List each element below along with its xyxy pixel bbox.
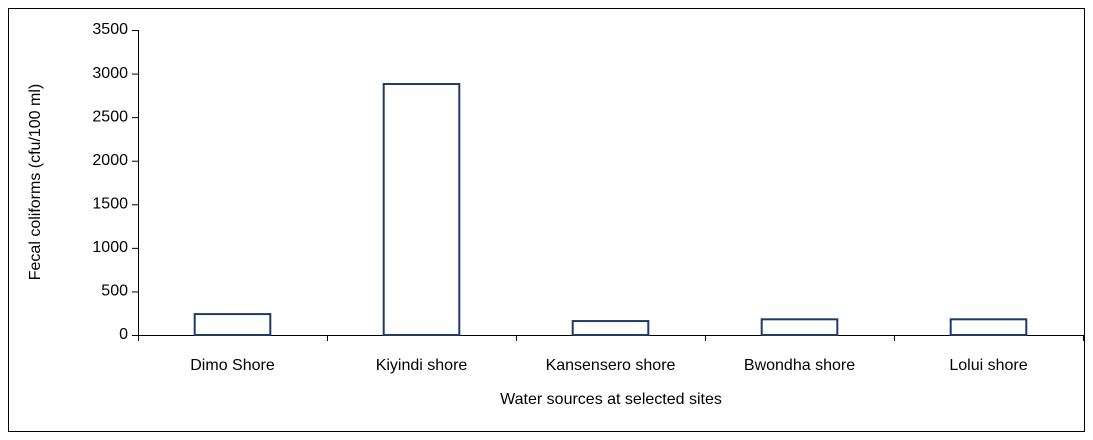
y-tick-label: 0	[119, 326, 128, 343]
y-axis-title: Fecal coliforms (cfu/100 ml)	[27, 84, 44, 281]
bar	[949, 318, 1028, 337]
x-axis-title: Water sources at selected sites	[500, 391, 722, 408]
x-tick-label: Dimo Shore	[190, 357, 275, 374]
bar	[382, 83, 461, 337]
chart-border	[8, 8, 1085, 432]
bar	[193, 313, 272, 337]
y-tick-label: 3500	[92, 21, 128, 38]
y-tick-label: 500	[101, 283, 128, 300]
x-tick-label: Kansensero shore	[546, 357, 676, 374]
y-tick-label: 2500	[92, 108, 128, 125]
y-tick-label: 1500	[92, 196, 128, 213]
bar	[571, 320, 650, 336]
y-tick-label: 3000	[92, 65, 128, 82]
bar	[760, 318, 839, 337]
x-tick-label: Lolui shore	[949, 357, 1027, 374]
x-tick-label: Bwondha shore	[744, 357, 855, 374]
x-tick-label: Kiyindi shore	[376, 357, 468, 374]
y-tick-label: 2000	[92, 152, 128, 169]
y-tick-label: 1000	[92, 239, 128, 256]
